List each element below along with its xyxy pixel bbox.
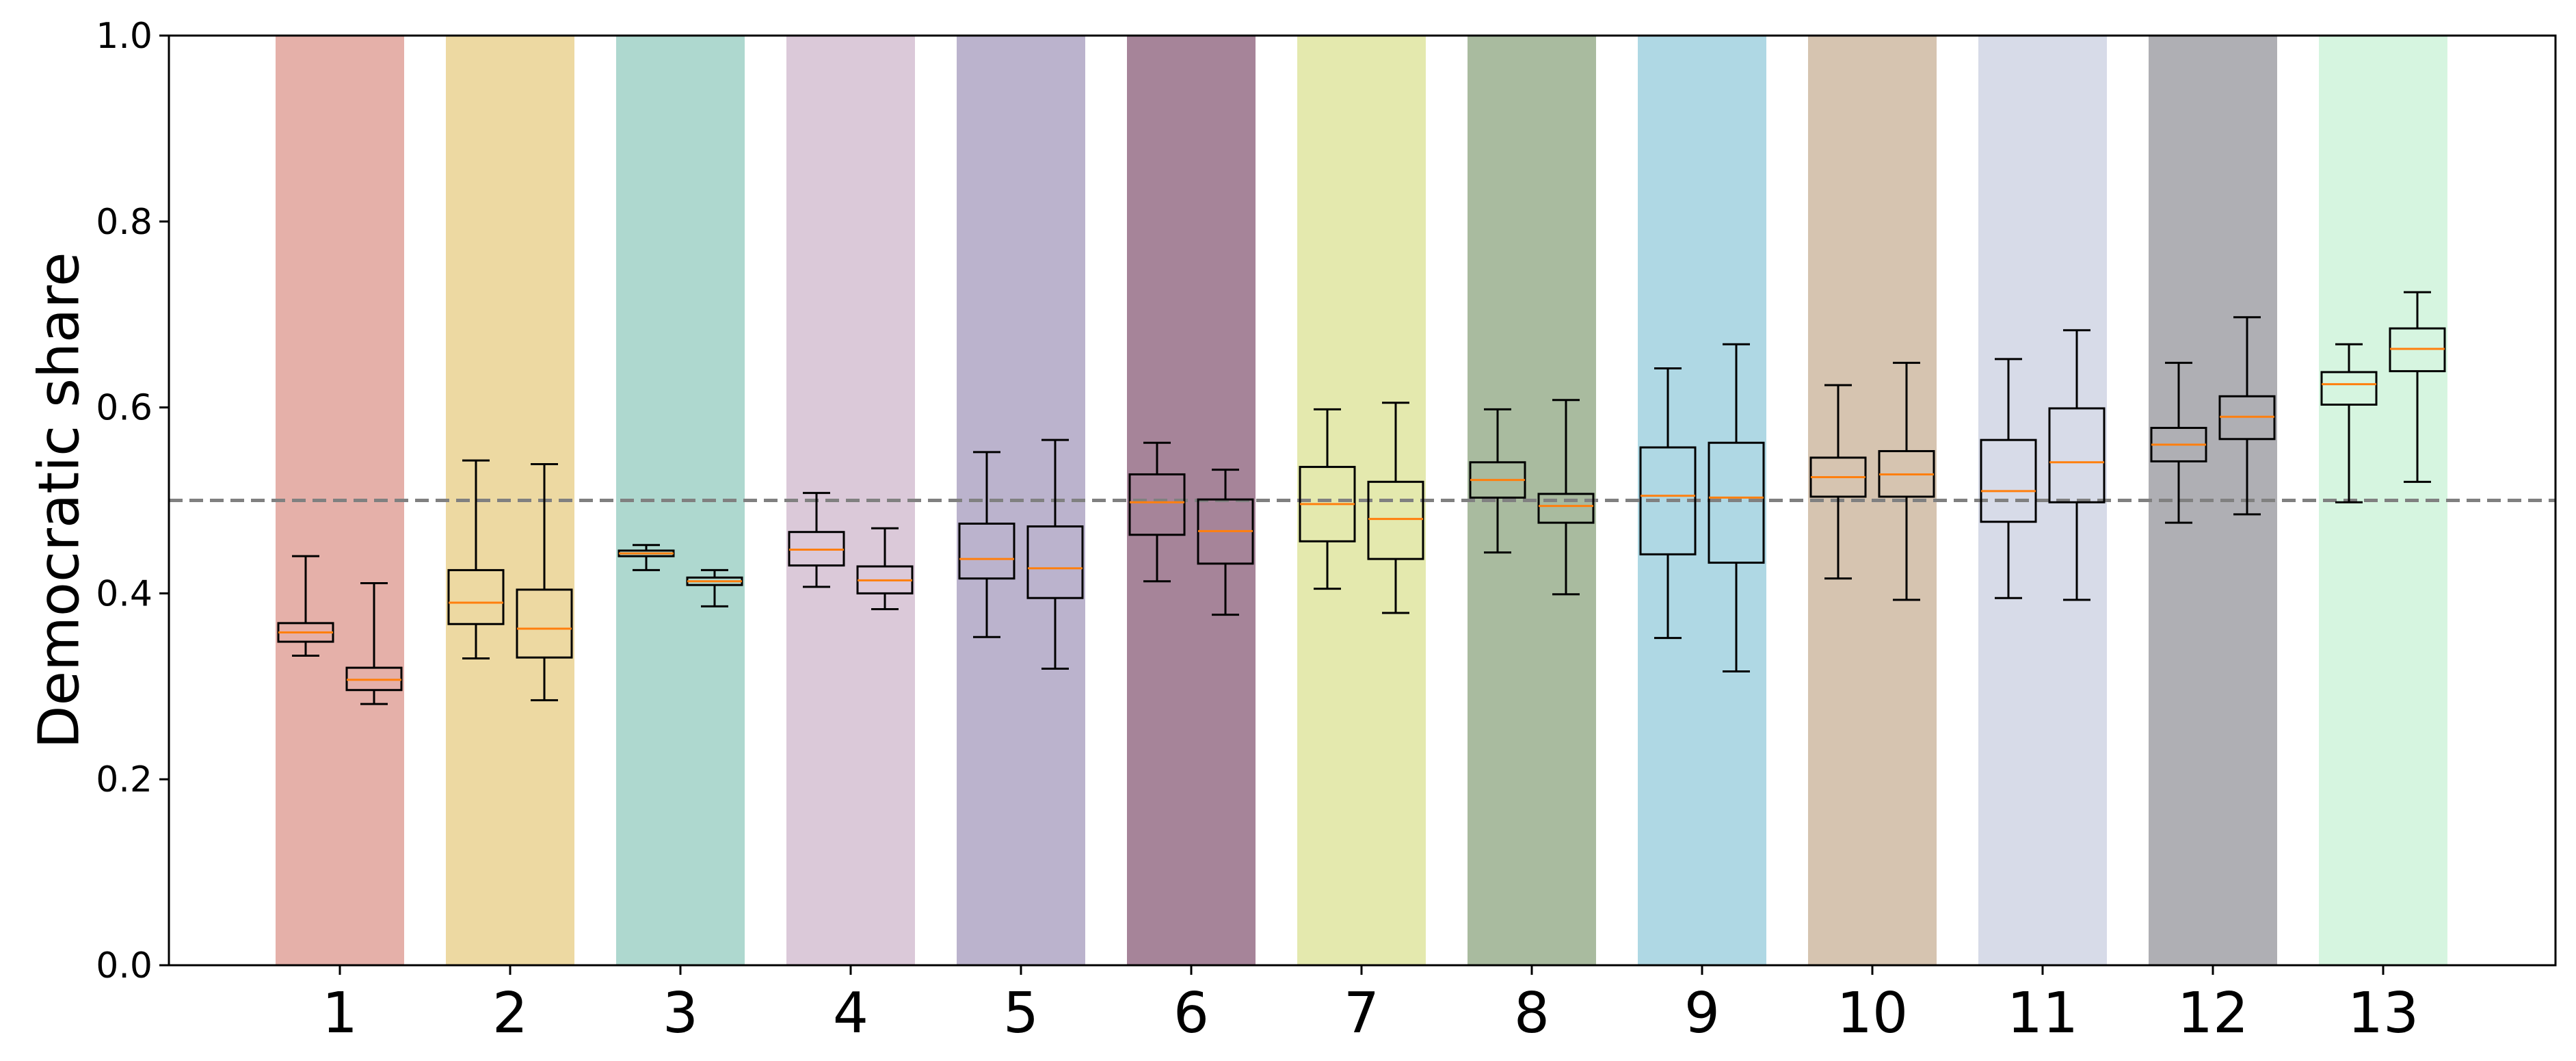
box-body: [447, 568, 505, 625]
x-tick-label: 3: [663, 981, 698, 1046]
x-tick-label: 7: [1344, 981, 1379, 1046]
box-body: [1128, 473, 1186, 536]
y-tick-label: 0.8: [96, 202, 152, 243]
x-tick-label: 10: [1837, 981, 1908, 1046]
x-tick-label: 6: [1173, 981, 1209, 1046]
box-5-2: [1026, 438, 1084, 670]
x-tick-label: 11: [2007, 981, 2078, 1046]
box-11-2: [2048, 329, 2106, 601]
y-tick-label: 0.4: [96, 573, 152, 614]
box-3-2: [686, 568, 743, 607]
y-tick-label: 0.2: [96, 759, 152, 800]
box-4-2: [856, 527, 914, 611]
box-9-1: [1639, 367, 1697, 640]
box-body: [1639, 446, 1697, 555]
y-tick-label: 0.6: [96, 388, 152, 429]
box-1-1: [277, 555, 334, 657]
y-axis-label: Democratic share: [27, 252, 92, 748]
x-tick-label: 13: [2348, 981, 2419, 1046]
box-8-2: [1537, 399, 1595, 596]
box-body: [2048, 407, 2106, 503]
box-body: [958, 522, 1015, 580]
box-12-1: [2150, 361, 2207, 524]
box-4-1: [788, 492, 845, 588]
box-layer: [277, 291, 2446, 705]
box-body: [1367, 480, 1424, 560]
box-7-2: [1367, 402, 1424, 614]
box-body: [1708, 441, 1765, 564]
box-3-1: [618, 544, 675, 571]
x-tick-label: 4: [833, 981, 868, 1046]
box-body: [1980, 438, 2037, 523]
box-10-2: [1878, 361, 1935, 601]
x-tick-label: 1: [322, 981, 358, 1046]
box-12-2: [2218, 316, 2276, 516]
box-7-1: [1299, 408, 1356, 590]
y-axis: 0.0 0.2 0.4 0.6 0.8 1.0: [96, 16, 169, 986]
box-2-1: [447, 459, 505, 660]
box-6-1: [1128, 441, 1186, 583]
box-body: [516, 588, 573, 659]
box-6-2: [1197, 469, 1254, 616]
box-body: [1026, 525, 1084, 599]
x-tick-label: 12: [2177, 981, 2248, 1046]
box-13-1: [2320, 343, 2378, 503]
x-axis: 1 2 3 4 5 6 7 8 9 10 11 12 13: [322, 965, 2419, 1046]
x-tick-label: 8: [1514, 981, 1550, 1046]
y-tick-label: 0.0: [96, 945, 152, 986]
box-1-2: [345, 581, 403, 705]
box-5-1: [958, 451, 1015, 638]
box-body: [2320, 371, 2378, 406]
x-tick-label: 9: [1684, 981, 1720, 1046]
box-2-2: [516, 462, 573, 702]
y-tick-label: 1.0: [96, 16, 152, 57]
x-tick-label: 2: [492, 981, 528, 1046]
box-10-1: [1809, 384, 1867, 580]
x-tick-label: 5: [1003, 981, 1039, 1046]
box-8-1: [1469, 408, 1526, 554]
box-9-2: [1708, 343, 1765, 673]
box-13-2: [2389, 291, 2446, 483]
box-11-1: [1980, 358, 2037, 599]
box-body: [1537, 493, 1595, 524]
